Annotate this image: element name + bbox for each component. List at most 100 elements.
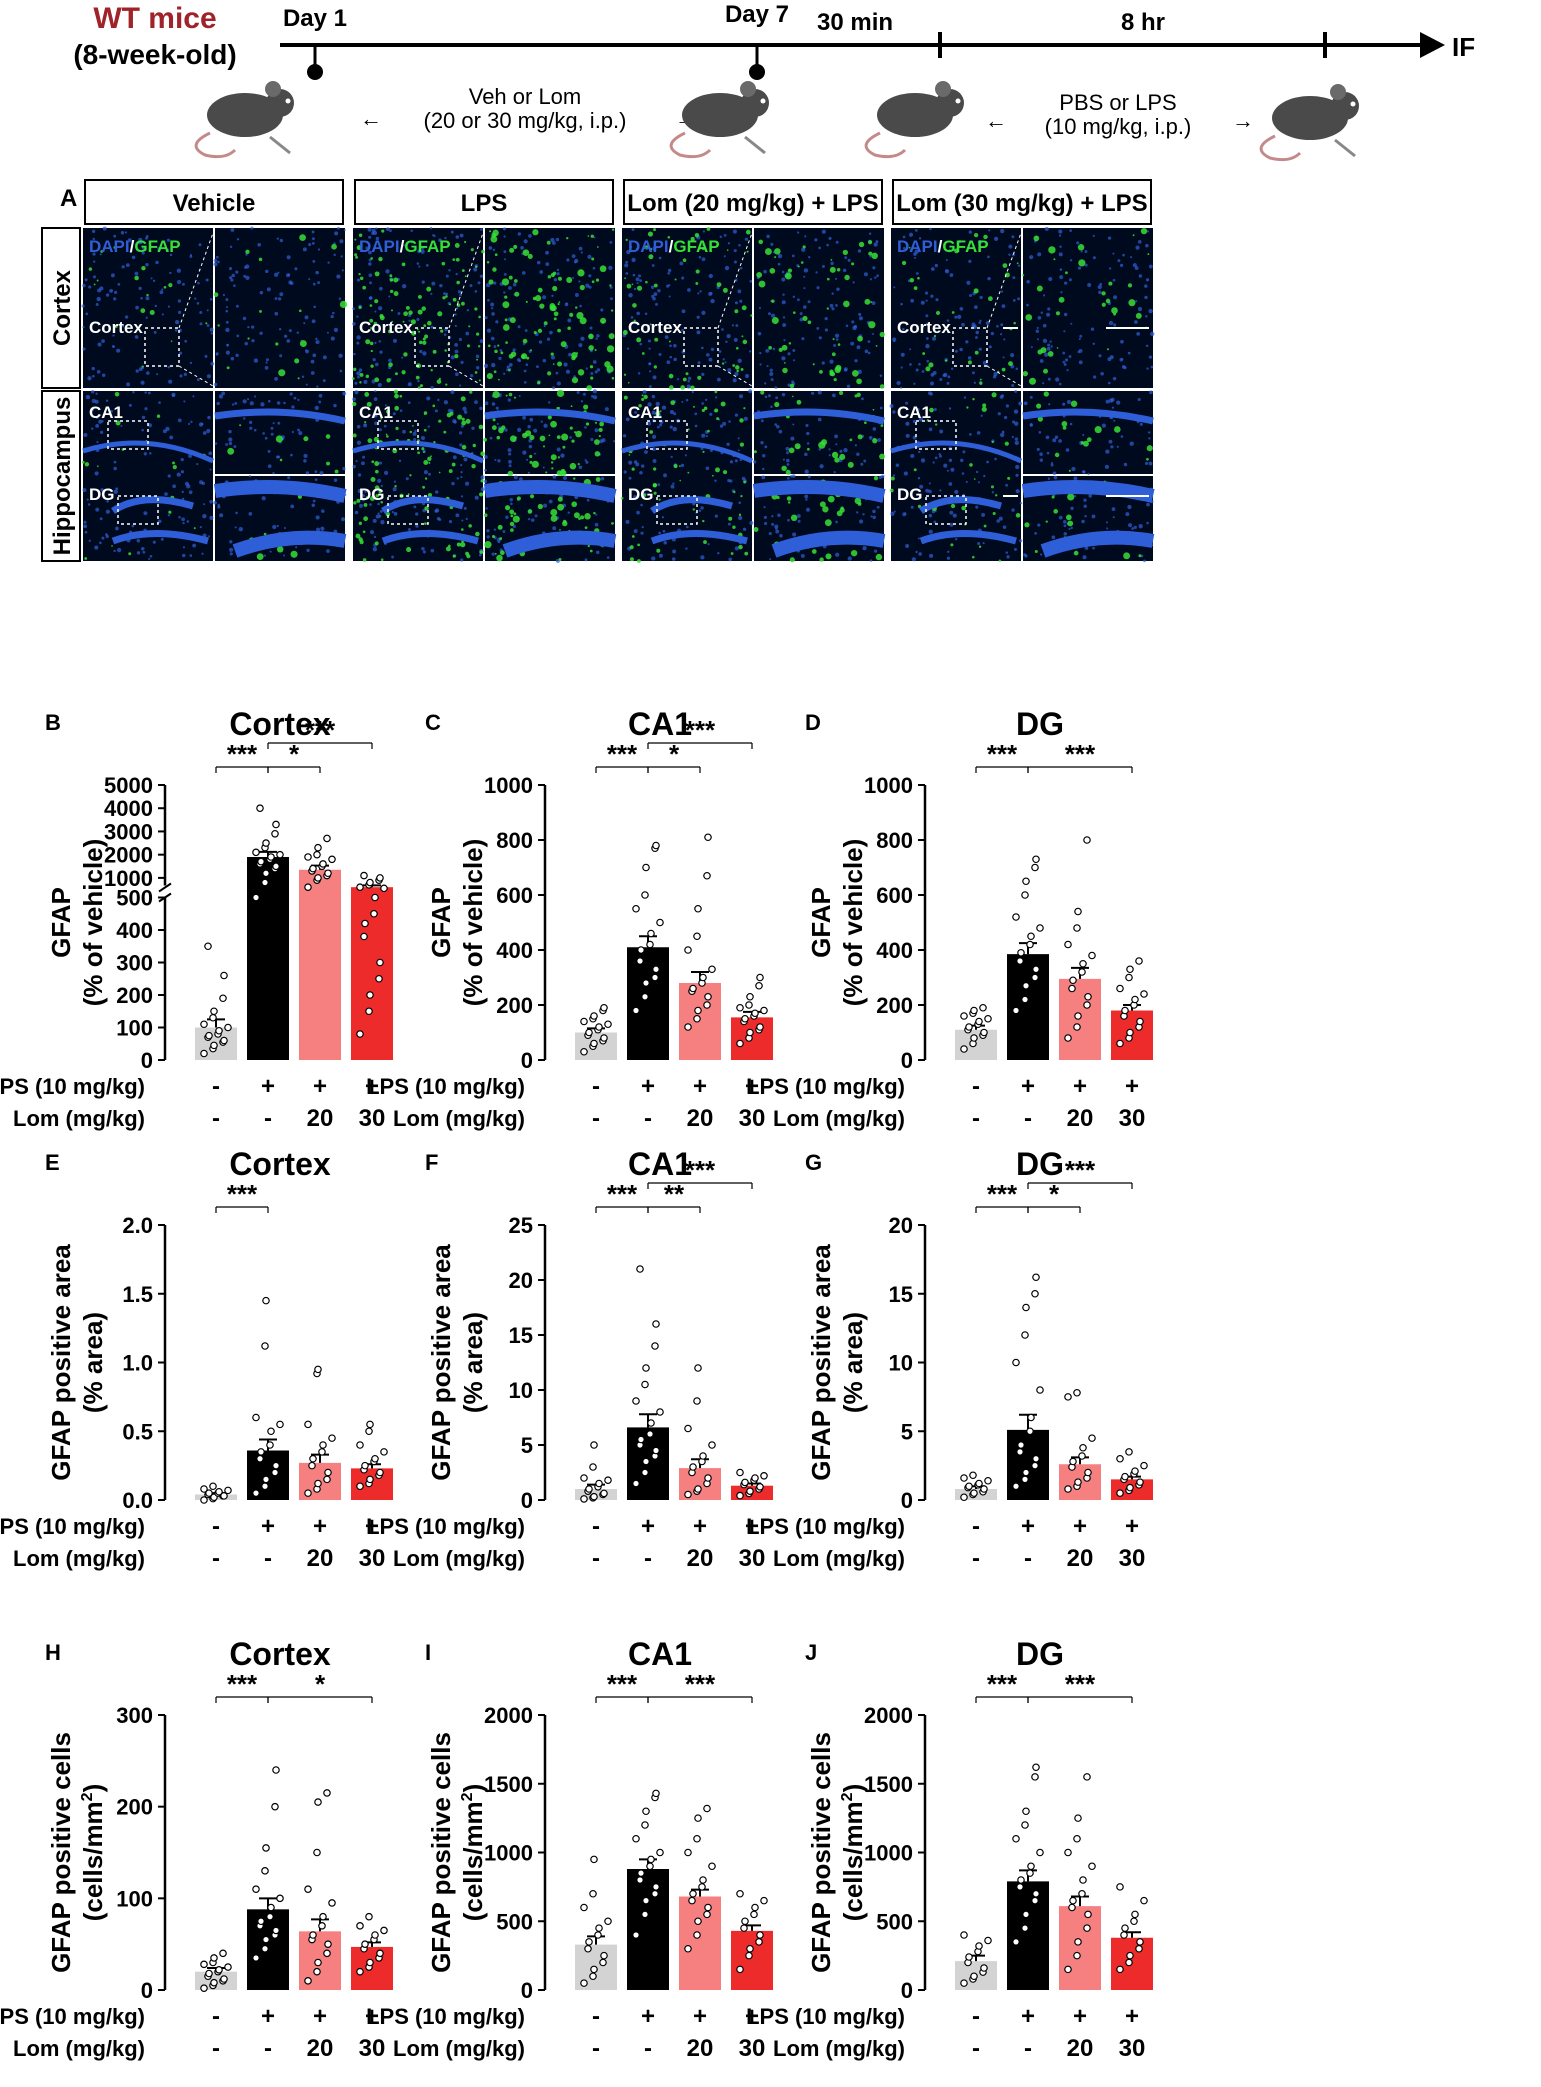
data-point [365, 1912, 373, 1921]
gfap-signal [423, 451, 425, 454]
gfap-signal [378, 256, 383, 262]
dapi-nucleus [929, 381, 934, 386]
gfap-signal [979, 378, 982, 381]
data-point [200, 1960, 208, 1969]
gfap-signal [827, 495, 835, 503]
data-point [699, 1452, 707, 1460]
gfap-signal [593, 511, 596, 515]
dapi-nucleus [485, 282, 491, 288]
dapi-nucleus [174, 328, 178, 332]
data-point [261, 1342, 269, 1350]
data-point [1074, 1938, 1082, 1946]
dapi-nucleus [578, 246, 583, 251]
dapi-nucleus [182, 546, 186, 549]
gfap-signal [1022, 370, 1028, 377]
dapi-nucleus [486, 529, 490, 533]
dapi-nucleus [1135, 245, 1140, 250]
dapi-nucleus [317, 281, 321, 285]
dapi-nucleus [762, 467, 765, 471]
dapi-nucleus [527, 425, 531, 429]
dapi-nucleus [1062, 360, 1066, 364]
dapi-nucleus [701, 257, 706, 262]
dapi-nucleus [508, 363, 513, 367]
dapi-nucleus [454, 313, 457, 316]
data-point [646, 1862, 654, 1871]
dapi-nucleus [578, 280, 581, 283]
dapi-nucleus [363, 423, 368, 428]
lps-row-label: LPS (10 mg/kg) [0, 1514, 145, 1539]
y-tick-label: 200 [496, 993, 533, 1018]
dapi-nucleus [150, 277, 153, 280]
data-point [646, 1430, 654, 1438]
dapi-nucleus [727, 242, 731, 245]
gfap-signal [539, 435, 546, 442]
dapi-nucleus [302, 247, 307, 252]
dapi-nucleus [667, 268, 672, 273]
dapi-nucleus [816, 286, 820, 290]
dapi-nucleus [770, 242, 774, 246]
gfap-signal [745, 229, 751, 235]
dapi-nucleus [769, 368, 773, 372]
gfap-signal [509, 435, 517, 442]
gfap-signal [388, 362, 393, 368]
dapi-nucleus [799, 312, 803, 316]
dapi-nucleus [1146, 502, 1150, 507]
lps-value: - [972, 1513, 980, 1540]
gfap-signal [358, 233, 363, 238]
dapi-nucleus [564, 302, 569, 307]
dapi-nucleus [1144, 284, 1148, 288]
gfap-signal [355, 255, 358, 259]
gfap-signal [567, 326, 571, 330]
gfap-signal [995, 494, 998, 497]
gfap-signal [557, 276, 562, 281]
lom-row-label: Lom (mg/kg) [13, 1546, 145, 1571]
dapi-nucleus [364, 490, 367, 493]
dapi-nucleus [1070, 526, 1073, 530]
gfap-signal [245, 249, 250, 254]
gfap-signal [532, 229, 539, 236]
data-point [580, 1047, 588, 1056]
dapi-nucleus [770, 378, 774, 382]
dapi-nucleus [933, 520, 937, 524]
gfap-signal [1033, 235, 1040, 242]
data-point [304, 883, 312, 891]
y-tick-label: 3000 [104, 819, 153, 844]
dapi-nucleus [948, 458, 953, 463]
dapi-nucleus [135, 369, 139, 373]
dapi-nucleus [304, 315, 309, 320]
data-point [1131, 995, 1139, 1004]
lps-value: + [1125, 2003, 1139, 2030]
dapi-nucleus [545, 262, 550, 267]
gfap-signal [834, 457, 840, 463]
dapi-nucleus [326, 549, 330, 553]
data-point [704, 992, 712, 1001]
micrograph-zoom-ca1 [1023, 391, 1153, 474]
dapi-nucleus [545, 250, 549, 255]
dg-layer-zoom [1040, 530, 1155, 558]
gfap-signal [355, 533, 361, 539]
data-point [960, 1474, 968, 1482]
dapi-nucleus [1047, 307, 1051, 311]
dapi-nucleus [698, 256, 702, 259]
gfap-signal [586, 385, 593, 391]
gfap-signal [1008, 361, 1013, 367]
gfap-signal [998, 559, 1002, 562]
dapi-nucleus [1127, 351, 1131, 355]
dapi-nucleus [592, 266, 596, 270]
dapi-nucleus [1079, 334, 1083, 338]
dapi-nucleus [192, 543, 197, 548]
gfap-signal [872, 408, 875, 411]
dapi-nucleus [407, 401, 411, 405]
dapi-nucleus [687, 376, 692, 381]
dapi-nucleus [377, 502, 380, 506]
data-point [637, 1435, 645, 1444]
dapi-nucleus [253, 358, 259, 363]
dapi-nucleus [1112, 516, 1115, 519]
gfap-signal [790, 514, 798, 522]
dapi-nucleus [471, 426, 475, 430]
gfap-signal [356, 245, 362, 251]
dapi-nucleus [950, 367, 954, 371]
gfap-signal [492, 267, 497, 272]
gfap-signal [584, 513, 591, 520]
gfap-signal [868, 251, 873, 256]
